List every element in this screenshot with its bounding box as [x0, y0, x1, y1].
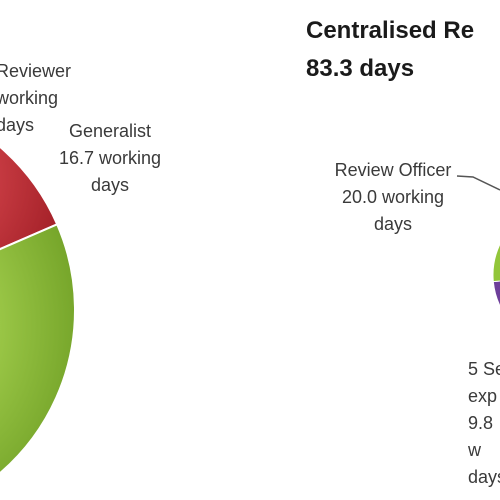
left-pie-chart: [0, 145, 76, 475]
right-slice-senior-experts: [492, 242, 500, 283]
right-chart-title: Centralised Re 83.3 days: [306, 17, 475, 82]
left-label-reviewer: Reviewer working days: [0, 61, 72, 135]
left-label-generalist: Generalist 16.7 working days: [58, 121, 162, 195]
right-pie-chart: [492, 242, 500, 307]
left-slice-reviewer: [0, 145, 59, 251]
left-slice-generalist: [0, 222, 76, 475]
right-label-review-officer: Review Officer 20.0 working days: [334, 160, 452, 234]
review-officer-leader-line: [456, 175, 500, 191]
right-label-senior-experts: 5 Se exp 9.8 w days: [468, 359, 500, 487]
